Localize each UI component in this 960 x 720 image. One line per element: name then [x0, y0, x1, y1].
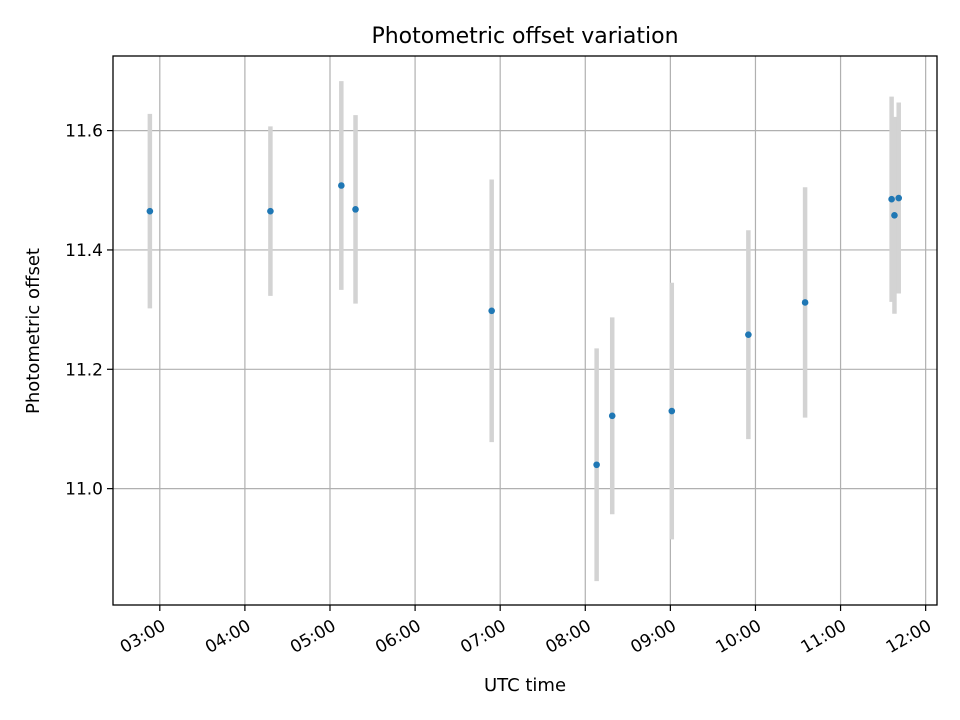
data-point	[801, 299, 809, 306]
data-point	[146, 207, 154, 215]
data-point	[668, 407, 676, 415]
grid-layer	[113, 56, 937, 605]
x-tick-label: 10:00	[713, 616, 765, 658]
data-point	[888, 195, 895, 203]
data-point	[593, 461, 600, 469]
data-point	[745, 331, 752, 338]
error-bar-layer	[147, 81, 901, 582]
y-tick-label: 11.2	[65, 360, 103, 380]
data-point	[352, 206, 359, 213]
x-axis-label: UTC time	[484, 675, 566, 696]
data-point	[891, 212, 898, 219]
data-point-layer	[146, 182, 903, 469]
x-tick-label: 05:00	[287, 616, 339, 658]
y-tick-label: 11.6	[65, 122, 103, 142]
x-tick-label: 09:00	[627, 616, 679, 658]
x-tick-label: 06:00	[372, 616, 424, 658]
data-point	[488, 307, 495, 315]
data-point	[267, 207, 274, 215]
data-point	[608, 412, 616, 420]
y-axis-label: Photometric offset	[23, 248, 44, 414]
x-tick-label: 11:00	[798, 616, 850, 658]
chart-title: Photometric offset variation	[371, 24, 678, 49]
data-point	[895, 194, 903, 202]
x-tick-label: 07:00	[457, 616, 509, 658]
x-tick-label: 12:00	[883, 616, 935, 658]
y-tick-label: 11.4	[65, 241, 103, 261]
data-point	[338, 182, 345, 189]
y-tick-label: 11.0	[65, 480, 103, 500]
x-tick-label: 03:00	[117, 616, 169, 658]
x-tick-label: 08:00	[542, 616, 594, 658]
x-tick-label: 04:00	[202, 616, 254, 658]
plot-frame	[112, 55, 938, 606]
